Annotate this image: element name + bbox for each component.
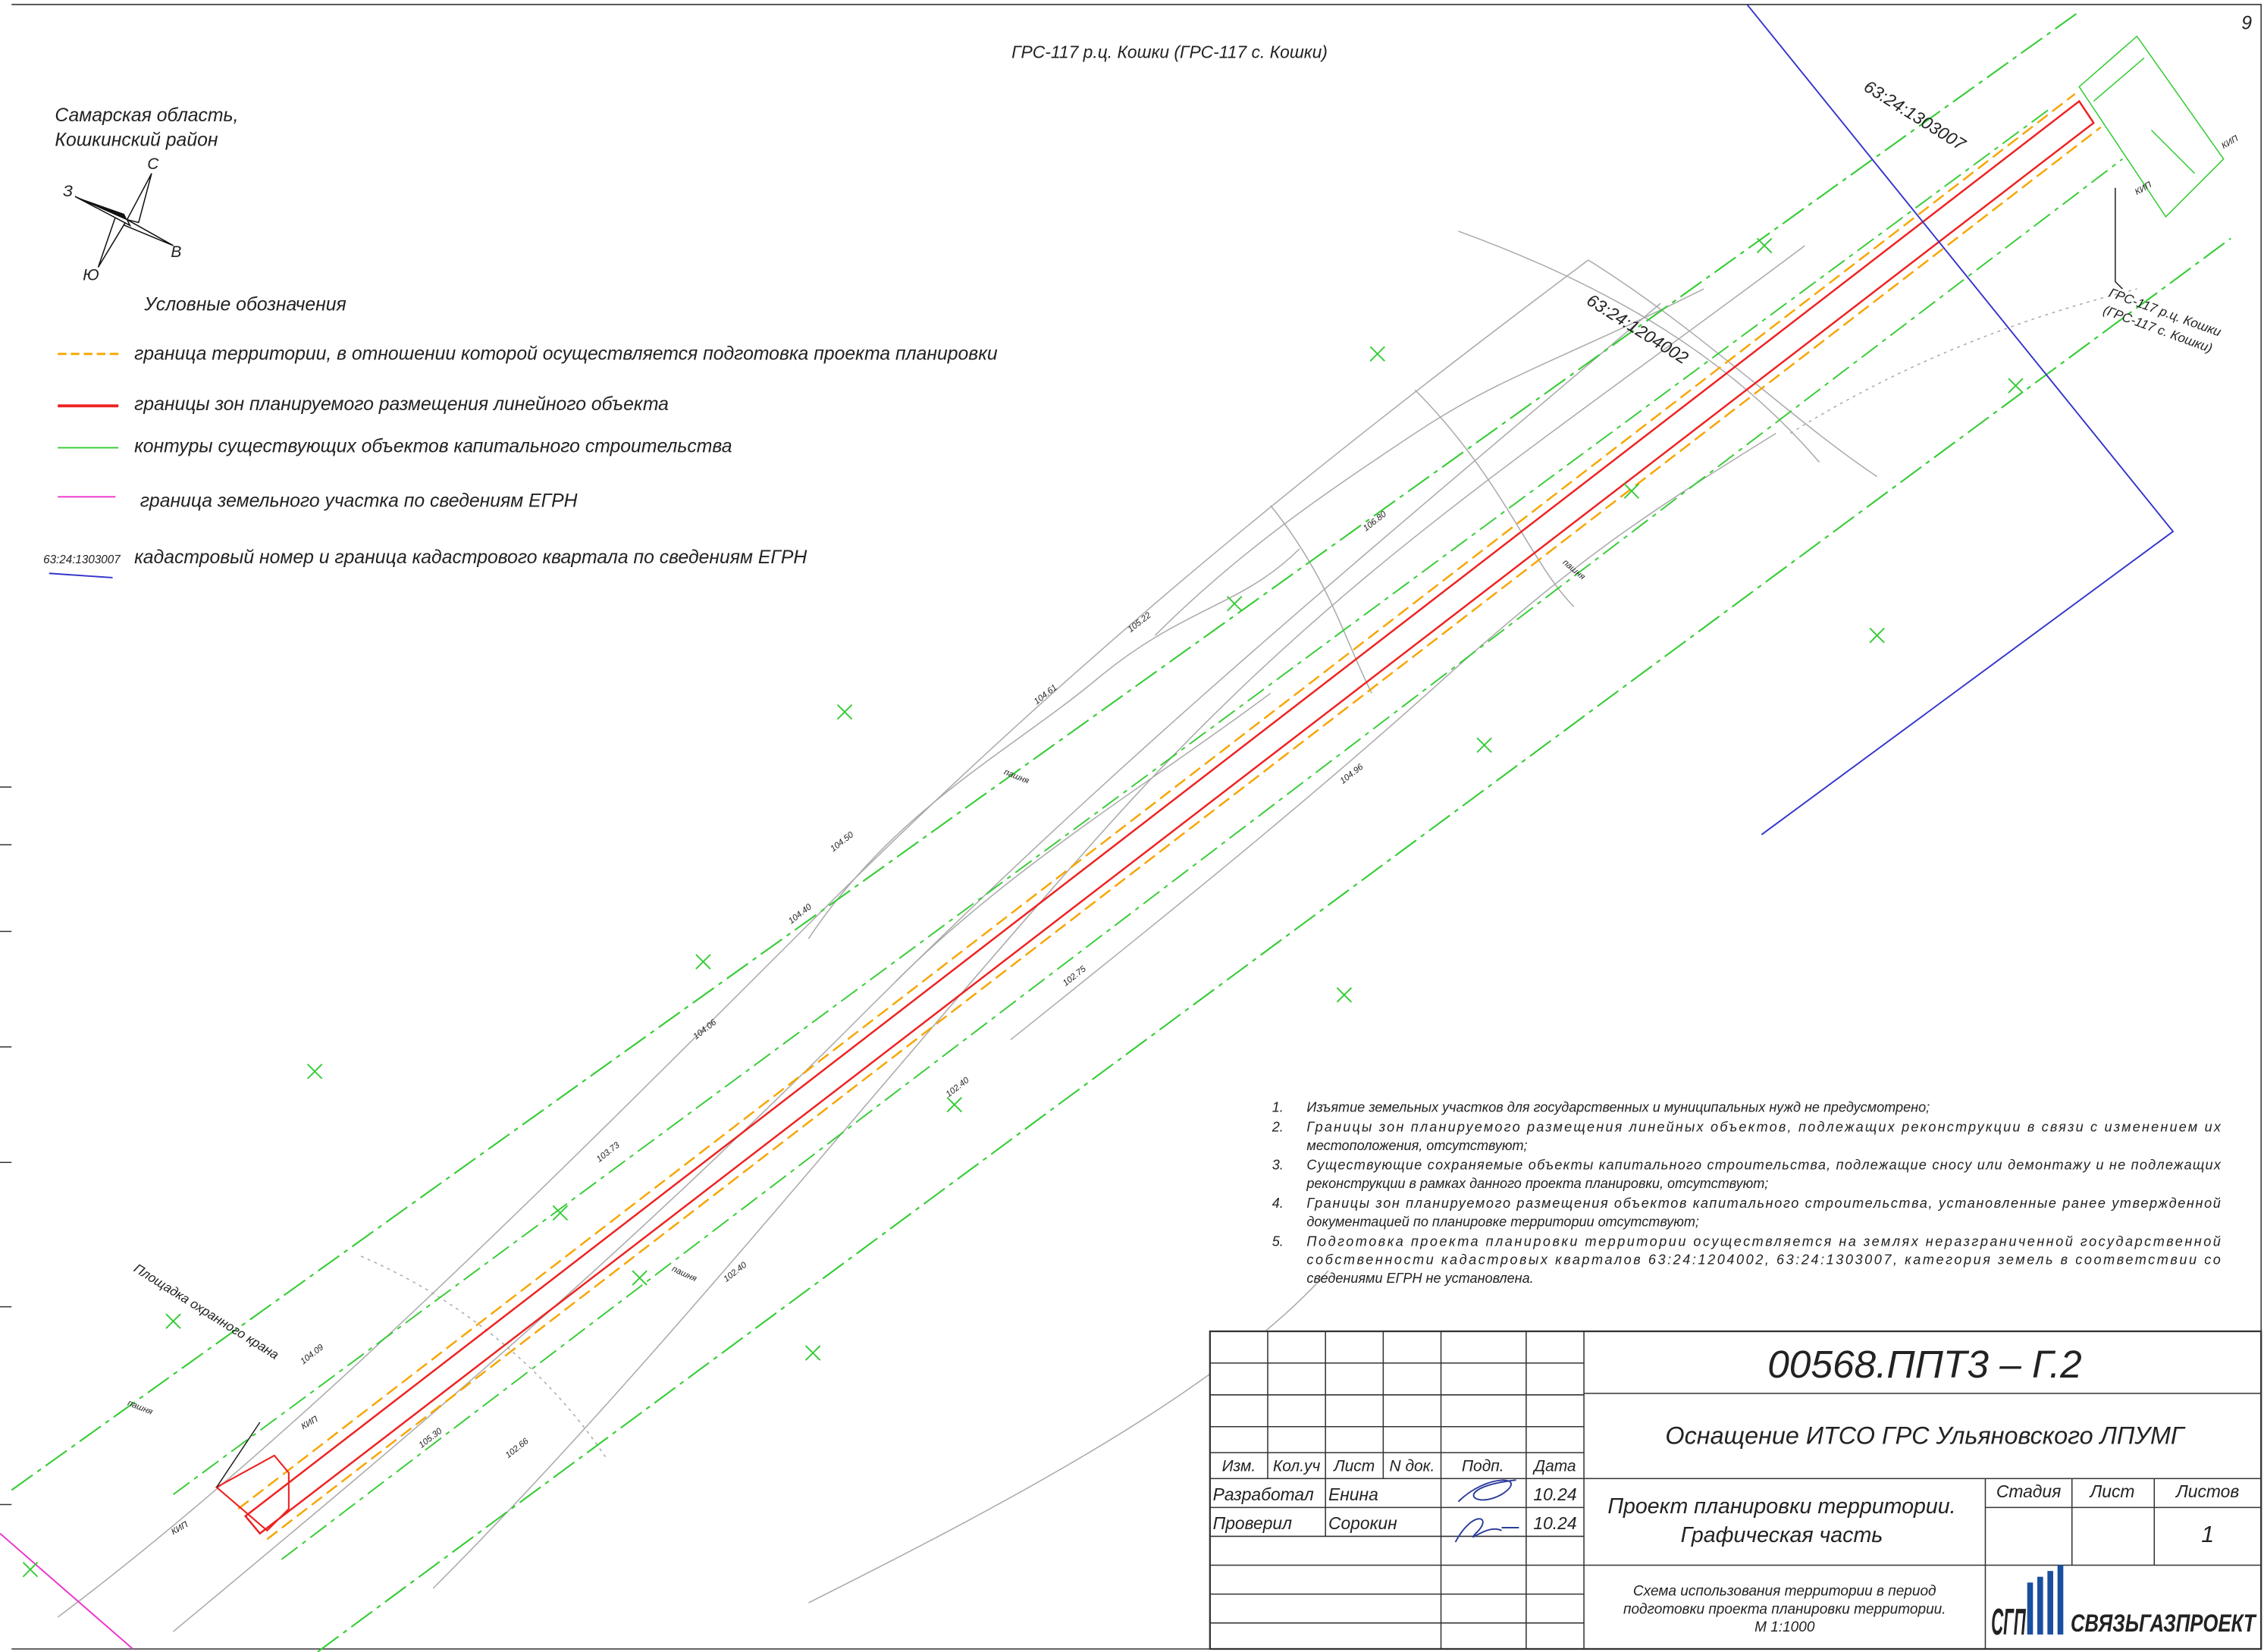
note-line: сведениями ЕГРН не установлена.: [1306, 1271, 1533, 1286]
drawing-sheet: ГРС-117 р.ц. Кошки (ГРС-117 с. Кошки) 9 Са…: [0, 0, 2264, 1652]
column-header: N док.: [1390, 1458, 1435, 1475]
scheme-line: подготовки проекта планировки территории…: [1623, 1601, 1946, 1617]
name: Енина: [1328, 1484, 1378, 1504]
note-number: 1.: [1272, 1100, 1284, 1115]
column-header: Кол.уч: [1273, 1458, 1321, 1475]
compass-south: Ю: [83, 267, 99, 284]
legend-item: граница территории, в отношении которой …: [134, 343, 998, 364]
note-line: документацией по планировке территории о…: [1306, 1214, 1699, 1229]
compass-east: В: [171, 243, 181, 261]
note-number: 5.: [1272, 1234, 1284, 1249]
role: Разработал: [1213, 1484, 1314, 1504]
name: Сорокин: [1328, 1513, 1397, 1533]
legend-item: кадастровый номер и граница кадастрового…: [134, 547, 807, 568]
legend-cadastral-sample: 63:24:1303007: [43, 553, 121, 566]
note-line: реконструкции в рамках данного проекта п…: [1306, 1176, 1768, 1191]
legend-title: Условные обозначения: [143, 295, 346, 315]
note-number: 2.: [1272, 1119, 1284, 1134]
region-line: Самарская область,: [55, 105, 238, 126]
legend-item: граница земельного участка по сведениям …: [140, 491, 578, 512]
scheme-line: М 1:1000: [1754, 1619, 1815, 1635]
document-name: Проект планировки территории.: [1607, 1494, 1955, 1519]
map-title: ГРС-117 р.ц. Кошки (ГРС-117 с. Кошки): [1011, 42, 1328, 61]
project-name: Оснащение ИТСО ГРС Ульяновского ЛПУМГ: [1665, 1422, 2186, 1450]
logo-name: СВЯЗЬГАЗПРОЕКТ: [2071, 1610, 2257, 1637]
stage-header: Лист: [2089, 1481, 2135, 1501]
compass-north: С: [147, 155, 159, 173]
region-line: Кошкинский район: [55, 130, 218, 151]
note-number: 4.: [1272, 1196, 1284, 1211]
column-header: Подп.: [1462, 1458, 1504, 1475]
date: 10.24: [1533, 1513, 1576, 1533]
date: 10.24: [1533, 1484, 1576, 1504]
scheme-line: Схема использования территории в период: [1633, 1584, 1936, 1600]
drawing-code: 00568.ППТ3 – Г.2: [1767, 1342, 2082, 1386]
column-header: Изм.: [1222, 1458, 1256, 1475]
column-header: Дата: [1532, 1458, 1576, 1475]
note-line: местоположения, отсутствуют;: [1306, 1138, 1527, 1153]
stage-header: Листов: [2175, 1481, 2239, 1501]
note-line: Границы зон планируемого размещения лине…: [1306, 1119, 2221, 1134]
column-header: Лист: [1332, 1458, 1375, 1475]
note-line: Изъятие земельных участков для государст…: [1306, 1100, 1930, 1115]
role: Проверил: [1213, 1513, 1292, 1533]
note-line: Границы зон планируемого размещения объе…: [1306, 1196, 2220, 1211]
logo-short: СГП: [1991, 1601, 2026, 1643]
sheets-total: 1: [2201, 1522, 2214, 1547]
document-name: Графическая часть: [1681, 1523, 1883, 1547]
stage-header: Стадия: [1996, 1481, 2062, 1501]
legend-item: контуры существующих объектов капитально…: [134, 436, 732, 456]
sheet-number: 9: [2241, 13, 2252, 33]
note-number: 3.: [1272, 1158, 1284, 1173]
compass-west: З: [63, 183, 73, 200]
note-line: Существующие сохраняемые объекты капитал…: [1306, 1158, 2221, 1173]
legend-item: границы зон планируемого размещения лине…: [134, 394, 669, 415]
